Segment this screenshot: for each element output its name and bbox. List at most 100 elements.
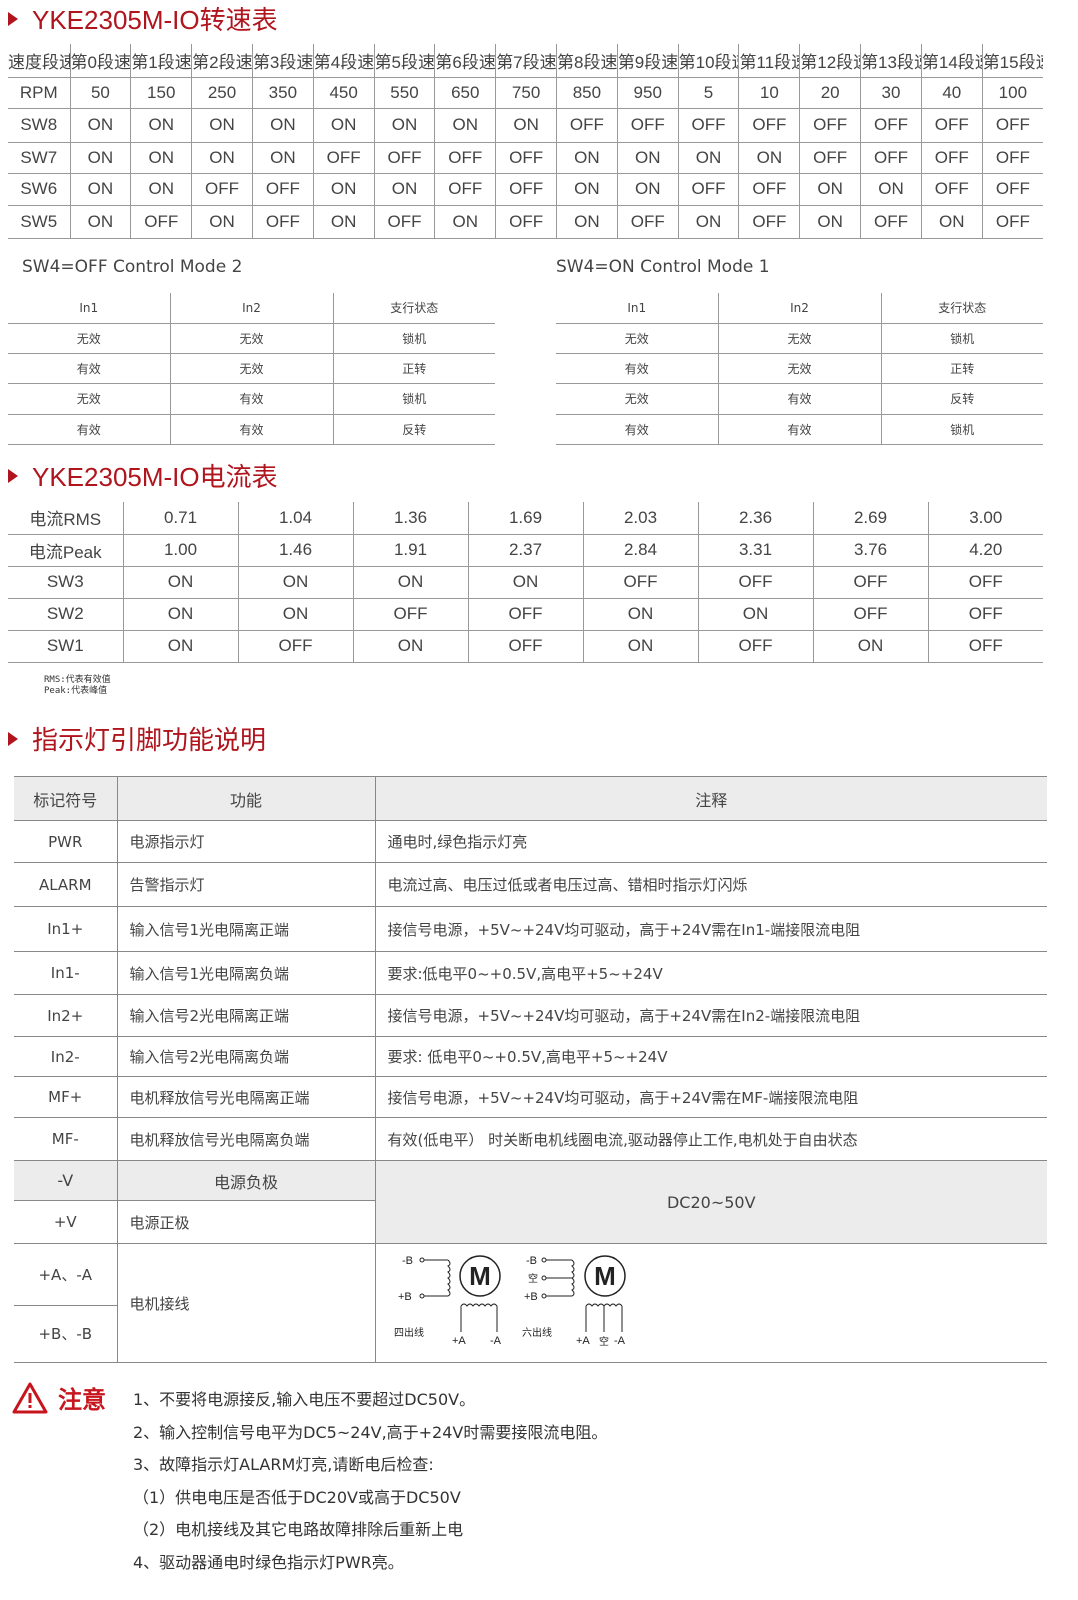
table-cell: ON: [373, 173, 435, 206]
table-cell: 要求:低电平0~+0.5V,高电平+5~+24V: [374, 951, 1047, 995]
table-cell: ON: [352, 630, 468, 663]
table-cell: SW8: [8, 108, 70, 143]
table-cell: In2+: [14, 994, 117, 1037]
speed-table: 速度段速 第0段速 第1段速 第2段速 第3段速 第4段速 第5段速 第6段速 第7段速 第8段速…: [8, 44, 1043, 239]
table-cell: 1.69: [467, 502, 583, 535]
warning-icon: [12, 1382, 48, 1413]
mode-header-row: In1 In2 支行状态: [8, 293, 495, 324]
current-header-row: 电流RMS 0.71 1.04 1.36 1.69 2.03 2.36 2.69 3.00: [8, 502, 1043, 535]
table-cell: ON: [130, 142, 192, 174]
motor-wiring-diagram: -B +B M 四出线 +A -A -B 空 +B: [374, 1243, 1047, 1363]
mode-row: 无效 无效 锁机: [556, 323, 1043, 354]
table-row: +B、-B: [14, 1305, 1047, 1364]
table-cell: 第13段速: [860, 44, 922, 78]
table-cell: ON: [920, 205, 983, 239]
table-cell: 电机释放信号光电隔离负端: [116, 1117, 375, 1161]
table-cell: 第6段速: [434, 44, 496, 78]
table-cell: ON: [312, 205, 375, 239]
speed-section-title: YKE2305M-IO转速表: [8, 0, 278, 37]
table-cell: OFF: [130, 205, 192, 239]
table-cell: 20: [799, 77, 861, 109]
table-cell: 无效: [556, 323, 718, 354]
table-cell: 第15段速: [981, 44, 1043, 78]
table-cell: 3.00: [927, 502, 1043, 535]
notice-heading: 注意: [12, 1380, 106, 1415]
table-cell: 告警指示灯: [116, 862, 375, 907]
svg-text:+B: +B: [524, 1291, 538, 1303]
table-cell: In1: [556, 293, 718, 324]
mode-row: 有效 无效 正转: [556, 353, 1043, 384]
mode1-table: In1 In2 支行状态 无效 无效 锁机 有效 无效 正转 无效 有效 反转 有效 有效 锁机: [556, 293, 1043, 445]
table-cell: 正转: [880, 353, 1043, 384]
table-cell: 有效(低电平） 时关断电机线圈电流,驱动器停止工作,电机处于自由状态: [374, 1117, 1047, 1161]
table-cell: 有效: [717, 414, 881, 445]
notice-item: 2、输入控制信号电平为DC5~24V,高于+24V时需要接限流电阻。: [133, 1422, 608, 1442]
table-cell: OFF: [677, 108, 739, 143]
mode2-table: In1 In2 支行状态 无效 无效 锁机 有效 无效 正转 无效 有效 锁机 有效 有效 反转: [8, 293, 495, 445]
table-cell: 无效: [169, 353, 333, 384]
table-cell: 有效: [169, 414, 333, 445]
table-cell: OFF: [251, 205, 314, 239]
table-cell: ON: [191, 108, 253, 143]
table-cell: In2: [169, 293, 333, 324]
pin-row: In1- 输入信号1光电隔离负端 要求:低电平0~+0.5V,高电平+5~+24V: [14, 951, 1047, 995]
table-cell: 接信号电源，+5V~+24V均可驱动，高于+24V需在In1-端接限流电阻: [374, 906, 1047, 952]
current-table: 电流RMS 0.71 1.04 1.36 1.69 2.03 2.36 2.69 3.00 电流P…: [8, 502, 1043, 663]
table-cell: 1.46: [237, 534, 353, 567]
table-cell: OFF: [920, 108, 983, 143]
table-cell: ON: [191, 142, 253, 174]
table-cell: MF-: [14, 1117, 117, 1161]
table-cell: OFF: [616, 205, 679, 239]
table-cell: 第1段速: [130, 44, 192, 78]
table-cell: ON: [677, 142, 739, 174]
mode-header-row: In1 In2 支行状态: [556, 293, 1043, 324]
mode-right-label: SW4=ON Control Mode 1: [556, 257, 770, 277]
table-cell: 850: [556, 77, 618, 109]
four-wire-diagram: -B +B M 四出线 +A -A: [394, 1255, 502, 1347]
table-cell: 650: [434, 77, 496, 109]
table-row: +V 电源正极: [14, 1200, 1047, 1244]
svg-text:M: M: [469, 1261, 491, 1291]
table-cell: OFF: [812, 566, 928, 599]
table-cell: ON: [616, 173, 679, 206]
table-cell: 有效: [169, 383, 333, 415]
header-cell: 标记符号: [14, 776, 117, 821]
table-cell: ON: [467, 566, 583, 599]
table-cell: 输入信号1光电隔离正端: [116, 906, 375, 952]
table-cell: OFF: [738, 173, 800, 206]
pin-row: MF+ 电机释放信号光电隔离正端 接信号电源，+5V~+24V均可驱动，高于+24V…: [14, 1076, 1047, 1118]
table-cell: OFF: [312, 142, 375, 174]
table-cell: 锁机: [880, 323, 1043, 354]
table-cell: OFF: [812, 598, 928, 631]
table-cell: ON: [122, 630, 238, 663]
table-cell: In2: [717, 293, 881, 324]
table-cell: OFF: [677, 173, 739, 206]
table-cell: 150: [130, 77, 192, 109]
notice-item: 4、驱动器通电时绿色指示灯PWR亮。: [133, 1552, 404, 1572]
table-cell: OFF: [697, 566, 813, 599]
table-cell: 无效: [717, 353, 881, 384]
table-cell: 通电时,绿色指示灯亮: [374, 820, 1047, 863]
table-cell: ON: [69, 108, 131, 143]
table-cell: 第9段速: [616, 44, 679, 78]
table-cell: SW2: [8, 598, 123, 631]
table-cell: 2.84: [582, 534, 698, 567]
notice-item: 3、故障指示灯ALARM灯亮,请断电后检查:: [133, 1455, 434, 1474]
table-cell: SW5: [8, 205, 70, 239]
table-cell: 第14段速: [920, 44, 983, 78]
table-cell: 1.04: [237, 502, 353, 535]
table-cell: 250: [191, 77, 253, 109]
table-cell: ALARM: [14, 862, 117, 907]
table-cell: 950: [616, 77, 679, 109]
table-cell: 正转: [332, 353, 495, 384]
table-cell: 电源指示灯: [116, 820, 375, 863]
table-cell: 第3段速: [251, 44, 314, 78]
table-cell: 有效: [717, 383, 881, 415]
table-cell: 电机释放信号光电隔离正端: [116, 1076, 375, 1118]
table-cell: In1-: [14, 951, 117, 995]
table-cell: ON: [237, 566, 353, 599]
speed-row: SW6 ON ON OFF OFF ON ON OFF OFF ON ON OFF OFF ON ON OFF…: [8, 173, 1043, 206]
table-cell: 锁机: [880, 414, 1043, 445]
table-cell: 100: [981, 77, 1043, 109]
table-cell: 2.69: [812, 502, 928, 535]
